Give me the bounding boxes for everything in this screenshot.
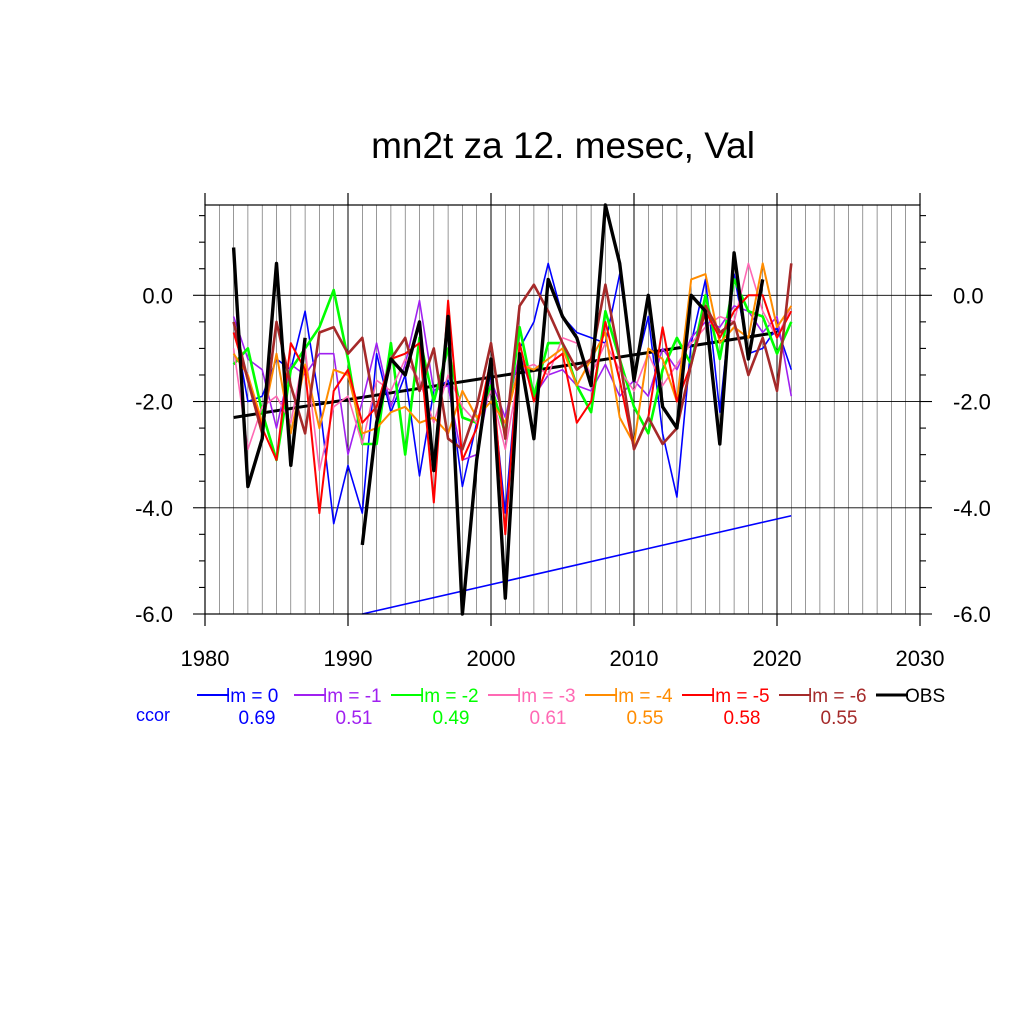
series-obs bbox=[231, 203, 765, 616]
legend-ccor-value: 0.61 bbox=[530, 708, 567, 729]
legend-label: lm = -5 bbox=[711, 686, 770, 707]
legend-label: lm = 0 bbox=[226, 686, 278, 707]
x-tick-label: 2030 bbox=[896, 646, 945, 671]
y-tick-label: 0.0 bbox=[142, 283, 173, 308]
legend-ccor-value: 0.69 bbox=[239, 708, 276, 729]
series-lm-4 bbox=[232, 262, 793, 445]
trend-line bbox=[362, 514, 792, 615]
y-tick-label: -4.0 bbox=[135, 496, 173, 521]
y-tick-label: -2.0 bbox=[135, 390, 173, 415]
series-line bbox=[360, 203, 765, 616]
x-tick-label: 2020 bbox=[753, 646, 802, 671]
legend-label: lm = -2 bbox=[420, 686, 479, 707]
chart-title: mn2t za 12. mesec, Val bbox=[371, 125, 755, 166]
legend: ccor lm = 00.69 lm = -10.51 lm = -20.49 lm =… bbox=[136, 686, 945, 729]
series-line bbox=[232, 263, 793, 451]
series-line bbox=[231, 247, 307, 489]
y-tick-label-right: -2.0 bbox=[953, 390, 991, 415]
x-tick-label: 2010 bbox=[610, 646, 659, 671]
y-tick-label-right: -6.0 bbox=[953, 602, 991, 627]
x-tick-label: 2000 bbox=[467, 646, 516, 671]
legend-ccor-value: 0.58 bbox=[724, 708, 761, 729]
legend-label: lm = -3 bbox=[517, 686, 576, 707]
legend-ccor-value: 0.55 bbox=[627, 708, 664, 729]
data-series bbox=[231, 203, 793, 616]
axes: 1980 1990 2000 2010 2020 2030 0.0 0.0 -2.0 -2.0 -4… bbox=[135, 193, 991, 671]
legend-ccor-value: 0.51 bbox=[336, 708, 373, 729]
series-line bbox=[232, 262, 793, 445]
plot-frame bbox=[204, 204, 921, 615]
series-lm-6 bbox=[232, 263, 793, 451]
x-tick-label: 1990 bbox=[324, 646, 373, 671]
legend-label: lm = -1 bbox=[323, 686, 382, 707]
legend-label: lm = -4 bbox=[614, 686, 673, 707]
legend-ccor-value: 0.49 bbox=[433, 708, 470, 729]
legend-label: lm = -6 bbox=[808, 686, 867, 707]
y-tick-label: -6.0 bbox=[135, 602, 173, 627]
x-tick-label: 1980 bbox=[181, 646, 230, 671]
legend-ccor-value: 0.55 bbox=[821, 708, 858, 729]
ccor-label: ccor bbox=[136, 705, 170, 725]
y-tick-label-right: -4.0 bbox=[953, 496, 991, 521]
legend-label: OBS bbox=[905, 686, 945, 707]
y-tick-label-right: 0.0 bbox=[953, 283, 984, 308]
